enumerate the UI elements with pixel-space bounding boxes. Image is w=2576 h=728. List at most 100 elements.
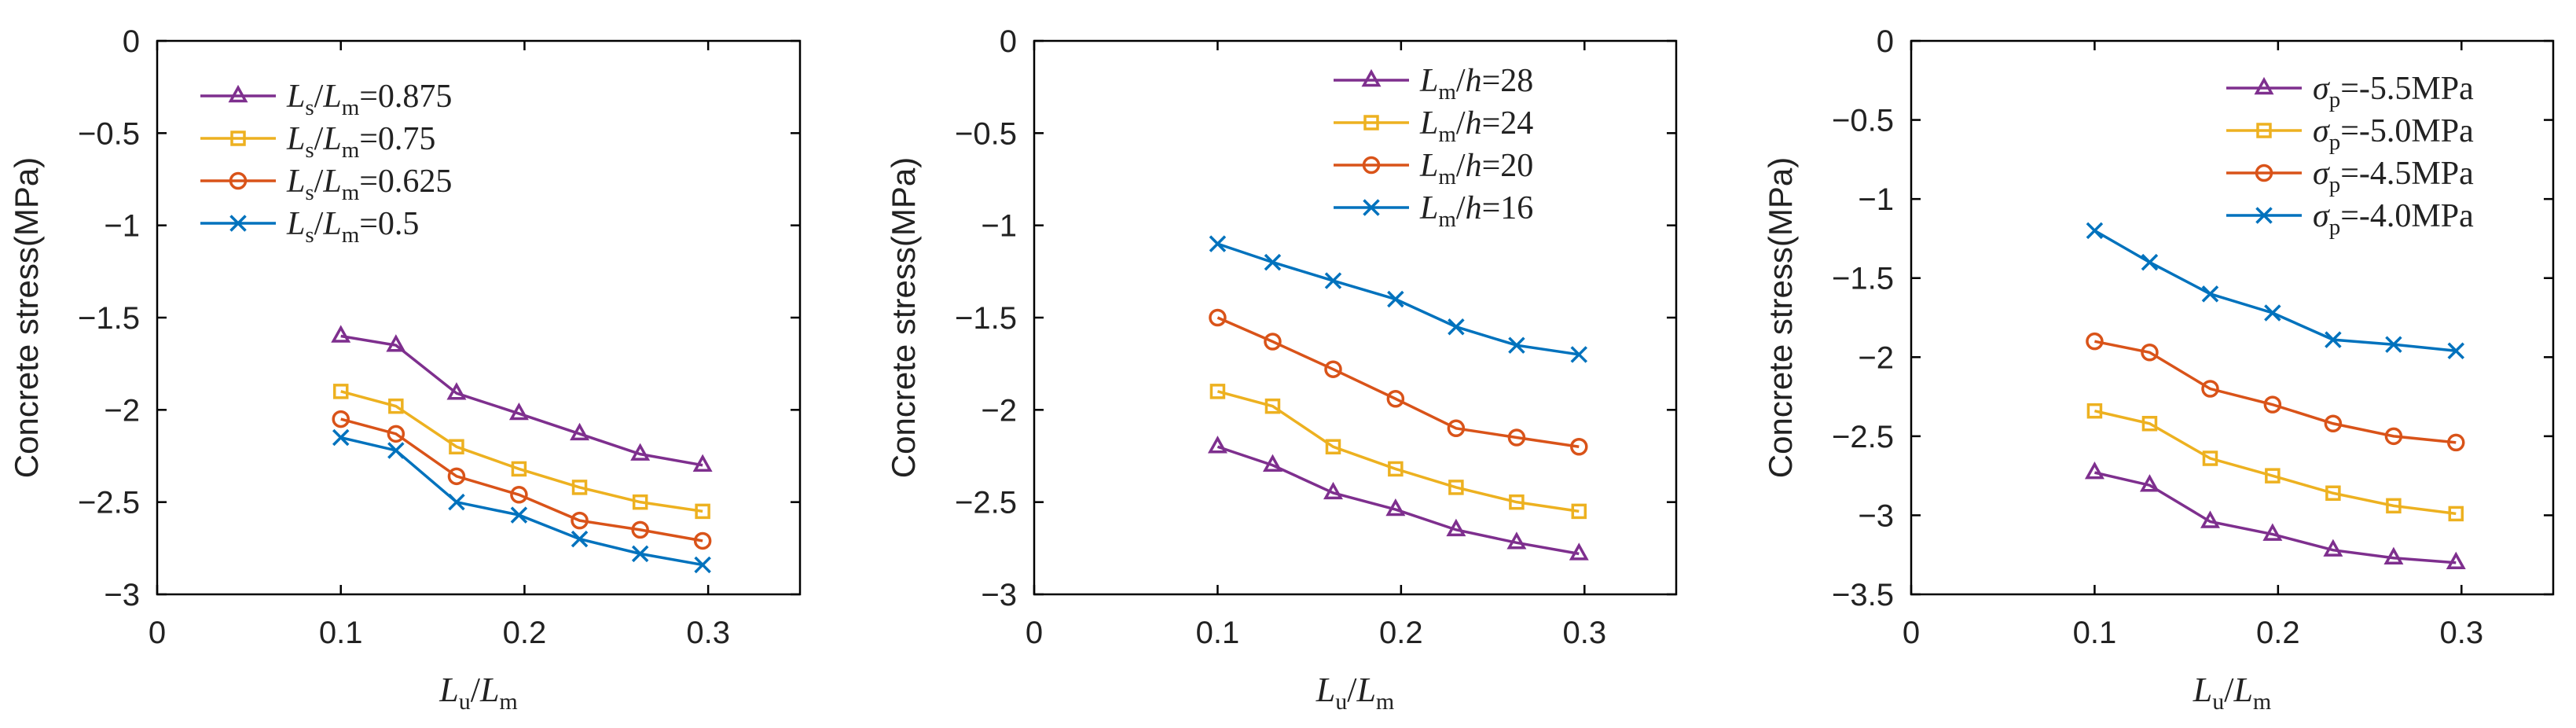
legend-entry: Lm/h=24 [1334,105,1533,147]
plot-frame [156,39,802,596]
series-line [2094,340,2457,444]
data-point [387,425,405,443]
data-point [2086,332,2104,351]
series-2 [1209,384,1587,520]
x-tick-label: 0.2 [503,616,547,650]
legend-label: σp=-5.0MPa [2313,113,2474,155]
y-tick-label: −0.5 [1832,104,1894,138]
legend-label-part: / [1456,105,1466,142]
data-point [2386,498,2402,514]
y-tick-label: −2.5 [1832,420,1894,454]
data-point [449,439,464,455]
x-marker-stroke [1387,290,1404,308]
legend-label-part: L [1419,148,1438,184]
x-tick-label: 0 [1903,616,1920,650]
data-point [1446,518,1466,537]
legend-label-sub: p [2329,172,2341,197]
x-tick-label: 0.1 [319,616,363,650]
legend-label-part: / [1456,148,1466,184]
series-3 [2086,332,2465,452]
legend-marker [230,131,246,146]
x-axis-label-part: L [1356,671,1375,709]
data-point [631,545,649,563]
legend-label-part: =16 [1482,190,1534,226]
data-point [447,467,466,486]
y-tick-label: −3.5 [1832,578,1894,612]
data-point [630,443,651,461]
plot-frame [1910,39,2555,596]
data-point [386,334,406,352]
data-point [1264,333,1282,351]
y-tick-label: −3 [1858,498,1894,533]
data-point [1323,481,1343,500]
y-tick-label: 0 [1000,24,1017,59]
legend-entry: Ls/Lm=0.875 [200,79,452,120]
data-point [1447,419,1466,438]
x-axis-label-part: L [439,671,458,709]
legend-entry: σp=-5.0MPa [2226,113,2474,155]
series-1 [2084,461,2466,570]
data-point [510,506,528,524]
legend-label-part: =0.5 [359,206,419,242]
data-point [1507,428,1526,447]
legend-label-part: =28 [1482,63,1534,99]
y-tick-label: −1.5 [955,301,1017,336]
x-marker-stroke [1324,272,1342,289]
x-axis-label-sub: m [1376,689,1394,715]
data-point [1387,290,1404,308]
legend-label-part: =-4.5MPa [2340,156,2474,192]
series-4 [2086,222,2465,359]
data-point [2264,304,2281,322]
data-point [387,442,405,459]
data-point [1569,542,1589,561]
series-line [2093,229,2457,352]
chart-panel-2: 0 0.1 0.2 0.3 0 −0.5 −1 −1.5 −2 −2.5 −3 Concrete st… [885,24,1678,715]
y-axis-label: Concrete stress(MPa) [8,157,45,478]
data-point [1570,346,1588,363]
x-marker-stroke [1363,199,1380,216]
data-point [510,486,528,504]
x-axis-label-sub: u [2212,689,2224,715]
legend-label-part: σ [2313,198,2331,234]
data-point [2383,546,2404,564]
legend-label-part: =-4.0MPa [2340,198,2474,234]
data-point [2200,510,2220,528]
y-tick-label: −0.5 [955,116,1017,151]
x-marker-stroke [448,493,465,511]
legend-label: Ls/Lm=0.75 [286,121,435,163]
legend-label-part: σ [2313,113,2331,149]
x-marker-stroke [387,442,405,459]
data-point [2084,461,2104,480]
legend-marker [2255,164,2273,182]
series-1 [1207,436,1589,561]
data-point [1570,438,1588,456]
legend-label-part: / [314,121,324,157]
legend-marker [1362,156,1381,175]
x-marker-stroke [2447,342,2465,359]
y-axis-label: Concrete stress(MPa) [885,157,922,478]
x-axis-label: Lu/Lm [2193,671,2272,715]
legend-label: σp=-4.0MPa [2313,198,2474,240]
legend-label: Lm/h=16 [1419,190,1533,232]
y-tick-label: −1 [1858,182,1894,217]
legend-label-part: h [1466,190,1482,226]
y-tick-label: −0.5 [78,116,140,151]
legend-label-sub: s [305,222,314,248]
legend-label-part: L [1419,190,1438,226]
series-line [1216,445,1580,556]
y-tick-label: 0 [123,24,140,59]
data-point [2201,380,2219,398]
x-marker-stroke [571,530,589,548]
series-line [340,390,703,513]
x-marker-stroke [1209,235,1227,252]
legend-entry: Lm/h=28 [1334,63,1533,105]
legend-label-part: =0.875 [359,79,452,115]
x-marker-stroke [2141,253,2159,271]
legend-label: Lm/h=20 [1419,148,1533,189]
y-tick-label: −2 [104,393,140,428]
legend-entry: σp=-4.0MPa [2226,198,2474,240]
data-point [570,422,590,441]
data-point [1388,461,1404,477]
x-axis-label: Lu/Lm [1316,671,1395,715]
series-line [340,417,703,542]
